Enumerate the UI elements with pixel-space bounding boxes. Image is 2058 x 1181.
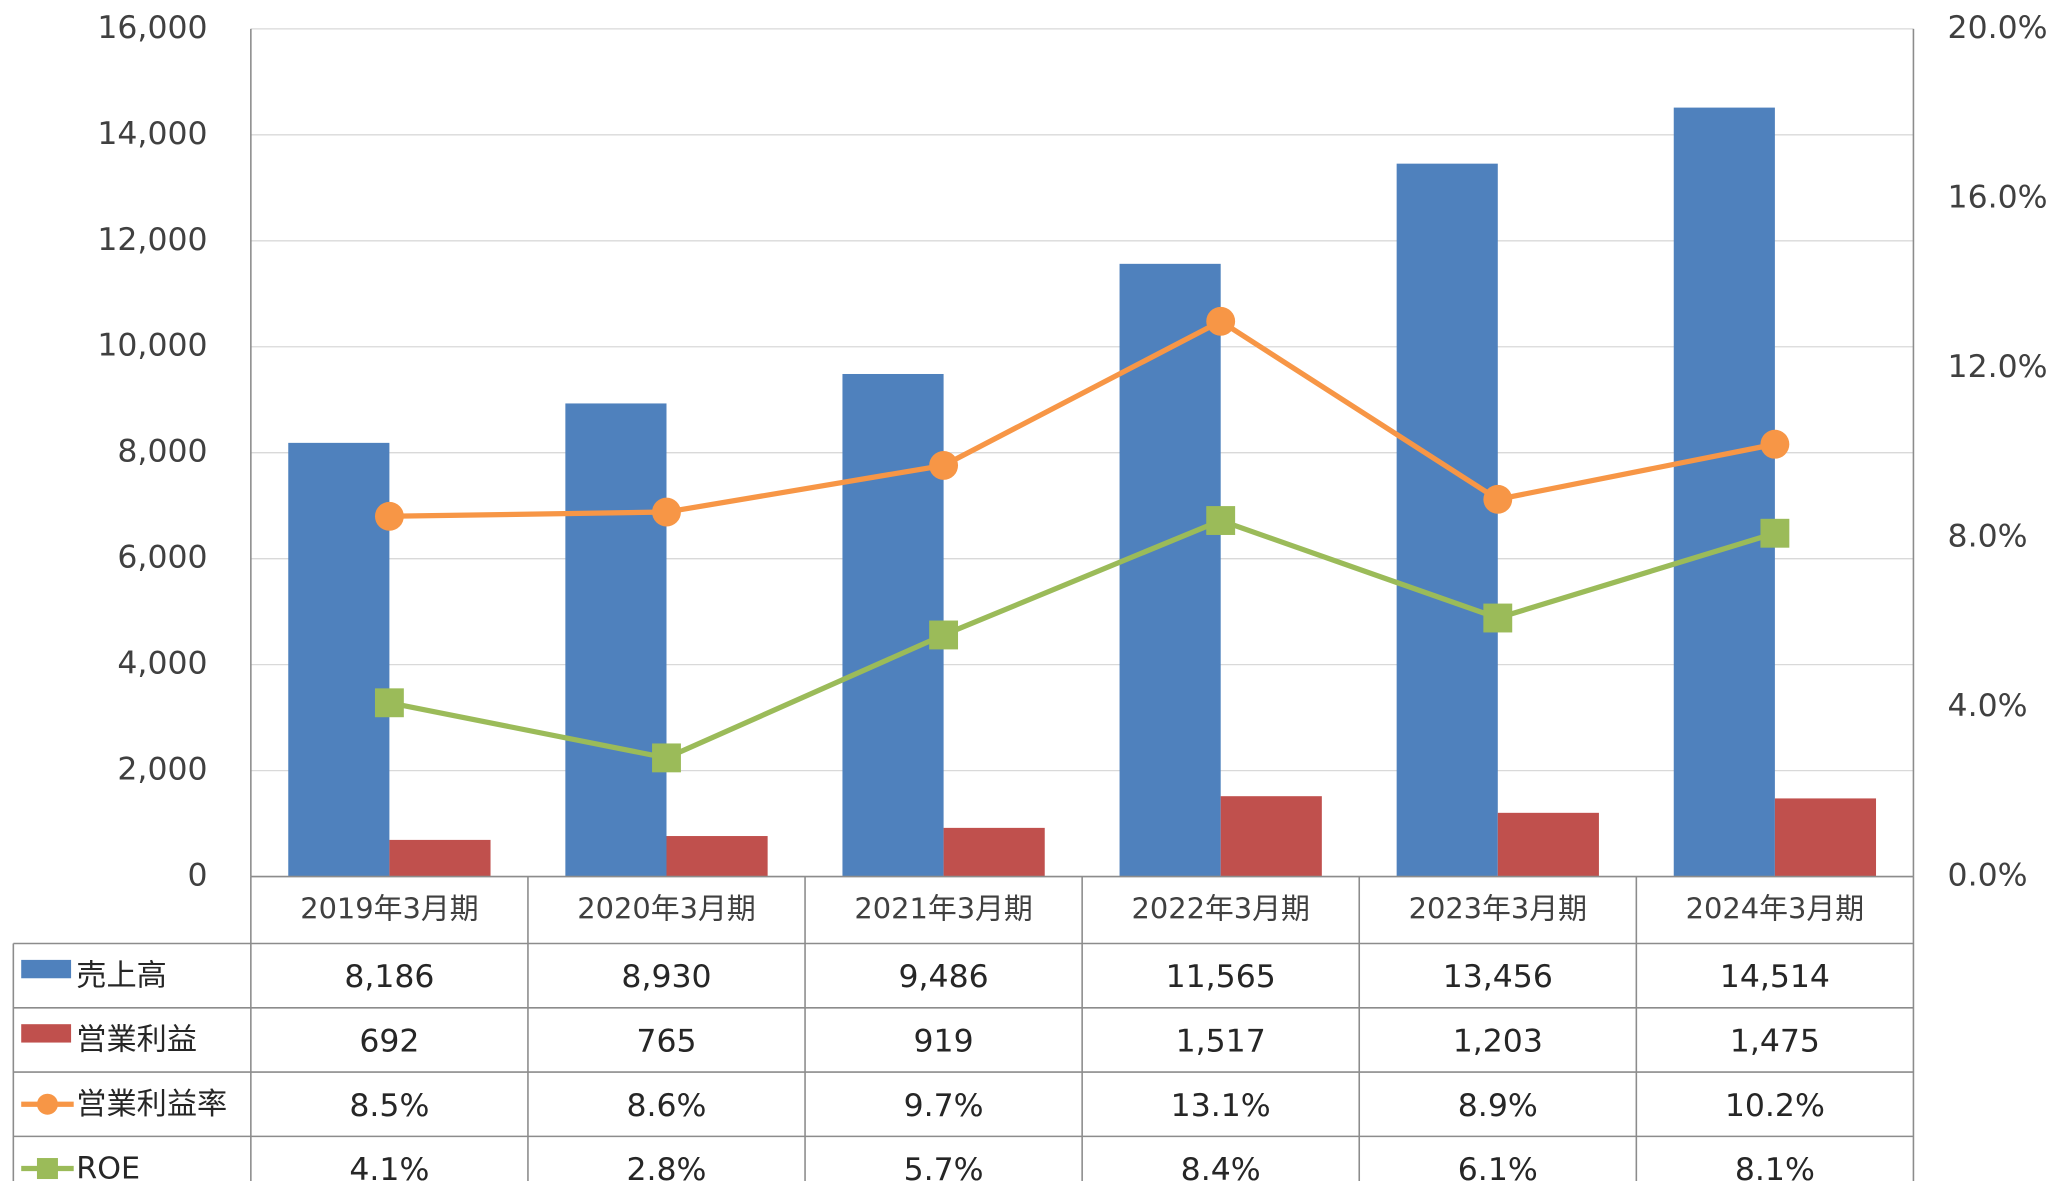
y-tick-label: 10,000 [97,328,207,364]
table-cell: 4.1% [349,1152,429,1181]
marker [1483,603,1513,633]
bar [1673,107,1775,877]
line [389,318,1776,519]
x-tick-label: 2023年3月期 [1409,892,1587,926]
y2-tick-label: 4.0% [1948,688,2028,724]
marker [929,450,959,480]
marker [929,620,959,650]
x-tick-label: 2022年3月期 [1131,892,1309,926]
table-cell: 6.1% [1458,1152,1538,1181]
table-cell: 11,565 [1166,959,1276,995]
bar [842,373,944,877]
marker [652,497,681,527]
y2-tick-label: 8.0% [1948,518,2028,554]
y-tick-label: 12,000 [97,222,207,258]
table-cell: 8.4% [1181,1152,1261,1181]
y-tick-label: 0 [188,858,208,894]
table-cell: 8.5% [349,1088,429,1124]
x-tick-label: 2024年3月期 [1686,892,1864,926]
y-tick-label: 4,000 [117,646,207,682]
table-cell: 9,486 [899,959,989,995]
legend-label: ROE [76,1151,140,1181]
legend-label: 売上高 [76,958,167,993]
legend-swatch [21,959,72,979]
bar [565,403,667,877]
legend-swatch [21,1024,72,1043]
x-tick-label: 2020年3月期 [577,892,755,926]
marker [1483,484,1513,514]
table-cell: 5.7% [904,1152,984,1181]
table-cell: 8.9% [1458,1088,1538,1124]
marker [1760,518,1790,548]
table-cell: 8,930 [621,959,711,995]
table-cell: 2.8% [626,1152,706,1181]
bar [1396,163,1498,877]
line [388,517,1776,761]
y-tick-label: 16,000 [97,10,207,46]
legend-marker [36,1158,58,1180]
y-tick-label: 2,000 [117,752,207,788]
y-tick-label: 14,000 [97,116,207,152]
y2-tick-label: 12.0% [1948,349,2048,385]
marker [652,743,681,773]
table-cell: 8.1% [1735,1152,1815,1181]
bar [666,836,768,877]
table-cell: 765 [636,1024,696,1060]
table-cell: 1,203 [1453,1024,1543,1060]
bar [943,827,1045,877]
table-cell: 14,514 [1720,959,1830,995]
x-tick-label: 2021年3月期 [854,892,1032,926]
table-cell: 10.2% [1725,1088,1825,1124]
bar [1119,263,1221,877]
table-cell: 8.6% [626,1088,706,1124]
legend-label: 営業利益 [76,1023,197,1058]
marker [1206,306,1236,336]
bar [1220,796,1322,877]
y2-tick-label: 20.0% [1948,10,2048,46]
y-tick-label: 6,000 [117,540,207,576]
marker [1760,429,1790,459]
y2-tick-label: 0.0% [1948,858,2028,894]
legend-marker [36,1093,58,1115]
y2-tick-label: 16.0% [1948,179,2048,215]
x-tick-label: 2019年3月期 [300,892,478,926]
table-cell: 919 [914,1024,974,1060]
table-cell: 13,456 [1443,959,1553,995]
table-cell: 13.1% [1171,1088,1271,1124]
marker [1206,506,1236,535]
bar [389,839,491,877]
bar [1774,798,1877,877]
bar [1497,812,1599,877]
marker [374,501,404,531]
legend-label: 営業利益率 [76,1087,227,1122]
marker [374,688,404,718]
bar [288,442,390,877]
table-cell: 692 [359,1024,419,1060]
table-cell: 9.7% [904,1088,984,1124]
table-cell: 1,475 [1730,1024,1820,1060]
table-cell: 1,517 [1176,1024,1266,1060]
y-tick-label: 8,000 [117,434,207,470]
table-cell: 8,186 [344,959,434,995]
